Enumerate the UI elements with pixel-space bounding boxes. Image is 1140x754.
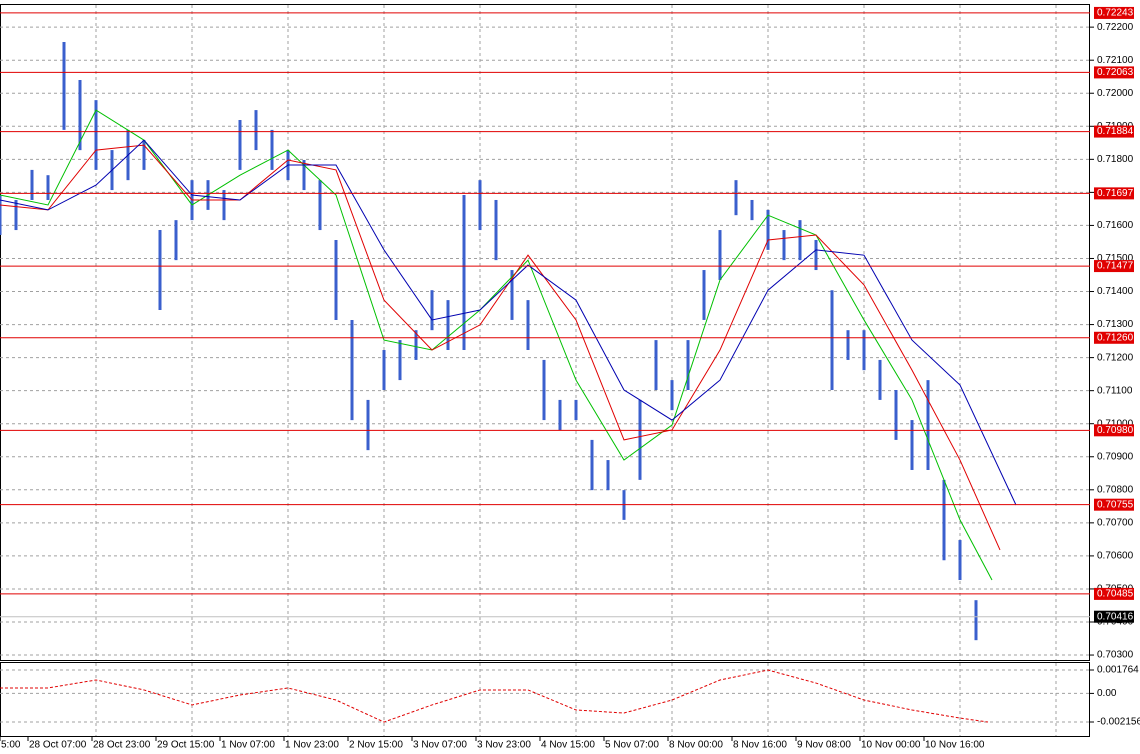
y-tick-label: 0.70300: [1097, 650, 1134, 661]
level-label: 0.71884: [1097, 126, 1134, 137]
level-label-box: [1094, 587, 1134, 600]
y-tick-label: 0.001764: [1097, 665, 1139, 676]
level-label-box: [1094, 187, 1134, 200]
moving-average: [0, 109, 993, 581]
x-tick-label: 29 Oct 15:00: [157, 740, 215, 751]
moving-average: [0, 144, 1001, 551]
x-tick-label: 8 Nov 16:00: [733, 740, 787, 751]
x-tick-label: 1 Nov 23:00: [285, 740, 339, 751]
x-tick-label: 8 Nov 00:00: [669, 740, 723, 751]
y-tick-label: 0.72200: [1097, 22, 1134, 33]
y-tick-label: 0.71800: [1097, 154, 1134, 165]
level-label: 0.70755: [1097, 499, 1134, 510]
level-label: 0.71697: [1097, 188, 1134, 199]
y-tick-label: 0.71200: [1097, 352, 1134, 363]
level-label: 0.72243: [1097, 8, 1134, 19]
x-tick-label: 28 Oct 23:00: [93, 740, 151, 751]
level-label-box: [1094, 498, 1134, 511]
moving-average: [0, 139, 1017, 506]
level-label: 0.71260: [1097, 332, 1134, 343]
level-label-box: [1094, 6, 1134, 19]
level-label-box: [1094, 66, 1134, 79]
x-tick-label: 3 Nov 07:00: [413, 740, 467, 751]
level-label: 0.70980: [1097, 425, 1134, 436]
y-tick-label: 0.71500: [1097, 253, 1134, 264]
y-tick-label: 0.00: [1097, 688, 1117, 699]
y-tick-label: 0.71300: [1097, 319, 1134, 330]
y-tick-label: 0.70900: [1097, 451, 1134, 462]
y-tick-label: 0.70700: [1097, 517, 1134, 528]
level-label: 0.72063: [1097, 67, 1134, 78]
y-tick-label: 0.70800: [1097, 484, 1134, 495]
level-label: 0.71477: [1097, 261, 1134, 272]
current-price-label: 0.70416: [1097, 611, 1134, 622]
level-label-box: [1094, 260, 1134, 273]
level-label-box: [1094, 424, 1134, 437]
x-tick-label: 5:00: [1, 740, 21, 751]
main-panel: [0, 4, 1090, 661]
y-tick-label: -0.002156: [1097, 717, 1140, 728]
sub-panel: [0, 662, 1090, 737]
level-label-box: [1094, 331, 1134, 344]
x-tick-label: 10 Nov 16:00: [925, 740, 985, 751]
y-tick-label: 0.72000: [1097, 88, 1134, 99]
level-label: 0.70485: [1097, 589, 1134, 600]
y-tick-label: 0.71000: [1097, 418, 1134, 429]
x-tick-label: 10 Nov 00:00: [861, 740, 921, 751]
x-tick-label: 3 Nov 23:00: [477, 740, 531, 751]
y-tick-label: 0.71100: [1097, 385, 1133, 396]
y-tick-label: 0.71400: [1097, 286, 1134, 297]
x-tick-label: 5 Nov 07:00: [605, 740, 659, 751]
x-tick-label: 28 Oct 07:00: [29, 740, 87, 751]
y-tick-label: 0.70600: [1097, 551, 1134, 562]
current-price-box: [1094, 610, 1134, 623]
x-tick-label: 1 Nov 07:00: [221, 740, 275, 751]
signal-line: [0, 669, 989, 723]
x-tick-label: 9 Nov 08:00: [797, 740, 851, 751]
x-tick-label: 2 Nov 15:00: [349, 740, 403, 751]
x-tick-label: 4 Nov 15:00: [541, 740, 595, 751]
level-label-box: [1094, 125, 1134, 138]
y-tick-label: 0.72100: [1097, 55, 1134, 66]
y-tick-label: 0.71600: [1097, 220, 1134, 231]
